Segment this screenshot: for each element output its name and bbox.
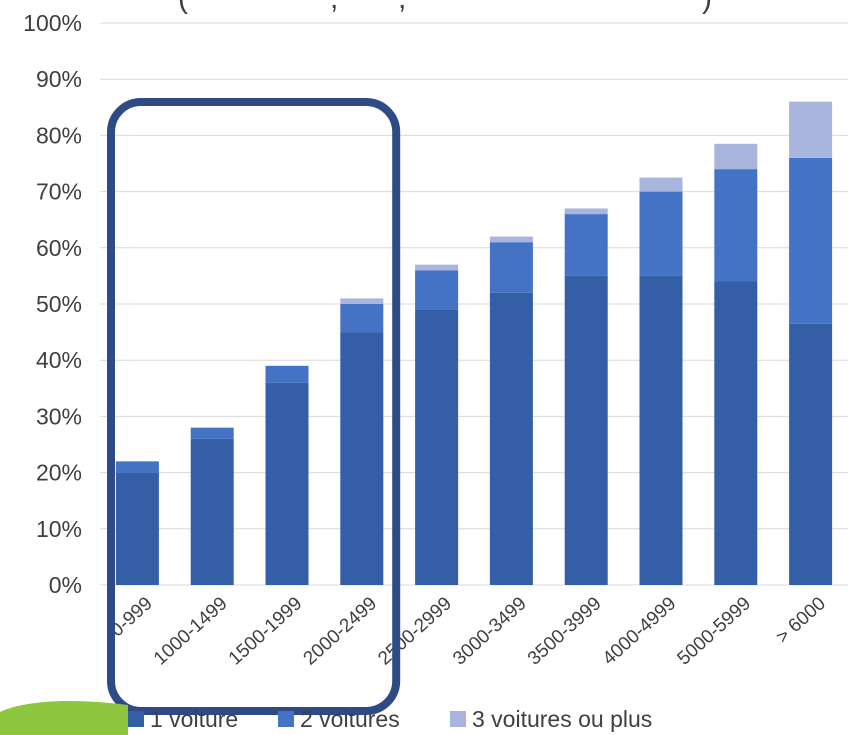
x-tick-label: 2500-2999 [374,593,456,669]
y-tick-label: 10% [36,516,82,542]
bar-segment-2500-2999-s1 [415,270,459,310]
x-tick-label: 3000-3499 [449,593,531,669]
bar-segment-3000-3499-s2 [489,236,533,243]
y-tick-label: 40% [36,347,82,373]
title-glyph-2: , [398,0,406,15]
x-tick-label: 1500-1999 [225,593,307,669]
legend-label-0: 1 voiture [150,706,238,732]
bars [115,101,833,585]
bar-segment-3000-3499-s0 [489,292,533,585]
y-tick-label: 30% [36,403,82,429]
bar-segment-2500-2999-s2 [415,264,459,271]
x-axis-tick-labels: 0-9991000-14991500-19992000-24992500-299… [107,593,830,669]
y-tick-label: 50% [36,291,82,317]
bar-segment-1500-1999-s1 [265,365,309,383]
green-decoration-shape [0,700,128,735]
legend-label-2: 3 voitures ou plus [472,706,652,732]
y-tick-label: 100% [23,10,82,36]
bar-segment-2500-2999-s0 [415,309,459,585]
title-glyph-3: ) [702,0,712,15]
highlight-box [107,98,401,715]
x-tick-label: 4000-4999 [599,593,681,669]
bar-segment-> 6000-s0 [789,323,833,585]
bar-segment-3500-3999-s1 [564,214,608,276]
bar-segment-> 6000-s1 [789,157,833,324]
bar-segment-4000-4999-s0 [639,275,683,585]
title-glyph-0: ( [178,0,188,15]
bar-segment-3000-3499-s1 [489,242,533,293]
bar-segment-2000-2499-s1 [340,304,384,333]
bar-segment-1000-1499-s1 [190,427,234,439]
bar-segment-3500-3999-s0 [564,275,608,585]
bar-segment-2000-2499-s0 [340,332,384,585]
legend-swatch-1 [278,711,294,727]
y-tick-label: 0% [49,572,82,598]
x-tick-label: 2000-2499 [300,593,382,669]
y-tick-label: 60% [36,235,82,261]
bar-segment-1500-1999-s0 [265,382,309,585]
legend: 1 voiture 2 voitures 3 voitures ou plus [128,706,652,732]
x-tick-label: 5000-5999 [674,593,756,669]
bar-segment-> 6000-s2 [789,101,833,158]
bar-segment-0-999-s1 [115,461,159,473]
legend-swatch-2 [450,711,466,727]
bar-segment-0-999-s0 [115,472,159,585]
y-tick-label: 70% [36,179,82,205]
x-tick-label: 3500-3999 [524,593,606,669]
bar-segment-5000-5999-s2 [714,143,758,170]
title-glyph-1: , [330,0,338,15]
y-tick-label: 80% [36,122,82,148]
bar-segment-5000-5999-s1 [714,169,758,282]
y-tick-label: 90% [36,66,82,92]
y-axis-tick-labels: 0% 10% 20% 30% 40% 50% 60% 70% 80% 90% 100% [23,10,82,598]
bar-segment-5000-5999-s0 [714,281,758,585]
chart-title-fragment: (,,) [178,0,712,15]
bar-segment-1000-1499-s0 [190,438,234,585]
bar-segment-2000-2499-s2 [340,298,384,304]
x-tick-label: > 6000 [772,593,830,648]
bar-segment-4000-4999-s2 [639,177,683,192]
x-tick-label: 1000-1499 [150,593,232,669]
legend-swatch-0 [128,711,144,727]
y-tick-label: 20% [36,460,82,486]
bar-segment-3500-3999-s2 [564,208,608,215]
legend-label-1: 2 voitures [300,706,400,732]
bar-segment-4000-4999-s1 [639,191,683,276]
